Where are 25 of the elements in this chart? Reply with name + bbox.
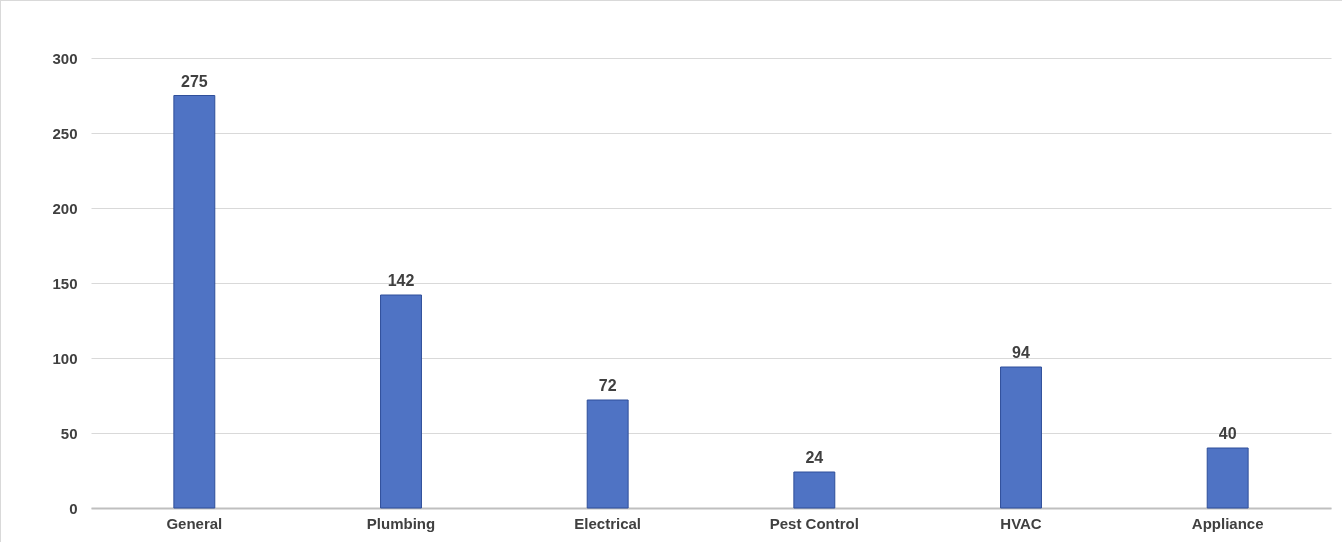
data-label: 94 (1012, 344, 1030, 361)
bar (586, 399, 629, 509)
bar (1206, 447, 1249, 509)
bar (793, 471, 836, 509)
x-tick-label: Appliance (1191, 514, 1264, 532)
x-tick-label: General (166, 514, 223, 532)
y-tick-label: 0 (69, 499, 78, 517)
data-label: 275 (180, 72, 208, 90)
y-tick-label: 150 (52, 274, 78, 292)
bar (380, 294, 422, 509)
y-tick-label: 250 (52, 124, 78, 142)
bar (1000, 366, 1042, 509)
y-tick-label: 50 (60, 424, 78, 442)
data-label: 24 (805, 449, 824, 466)
data-label: 142 (387, 272, 415, 289)
y-tick-label: 200 (52, 199, 78, 217)
x-tick-label: HVAC (1000, 514, 1042, 532)
y-tick-label: 100 (52, 349, 78, 367)
x-tick-label: Electrical (574, 514, 642, 532)
bar (173, 95, 216, 509)
data-label: 72 (598, 377, 617, 394)
x-tick-label: Pest Control (769, 514, 859, 532)
data-label: 40 (1218, 425, 1237, 442)
y-tick-label: 300 (52, 49, 78, 67)
x-tick-label: Plumbing (366, 514, 436, 532)
